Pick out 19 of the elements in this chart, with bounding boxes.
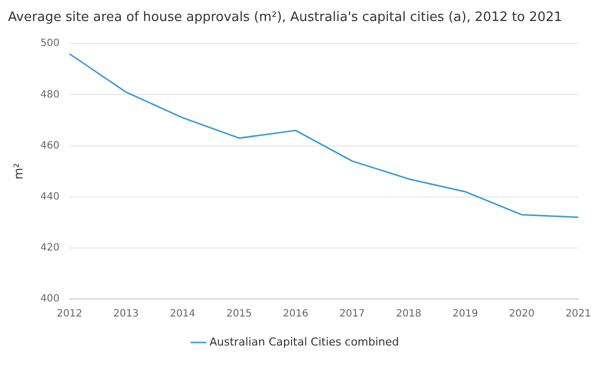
x-tick-label: 2016 — [282, 308, 308, 320]
x-tick-label: 2020 — [509, 308, 534, 320]
legend-label: Australian Capital Cities combined — [209, 335, 400, 348]
y-axis-title: m² — [11, 162, 26, 180]
x-tick-label: 2018 — [396, 308, 422, 320]
y-tick-label: 400 — [40, 294, 60, 305]
y-tick-label: 500 — [40, 38, 60, 50]
x-tick-label: 2019 — [452, 308, 478, 320]
chart-title: Average site area of house approvals (m²), Australia's capital cities (a), 2012 to 2021 — [8, 10, 562, 26]
y-tick-label: 420 — [40, 242, 60, 254]
x-tick-label: 2013 — [113, 308, 139, 320]
x-tick-label: 2014 — [170, 308, 196, 320]
y-tick-label: 440 — [40, 191, 60, 202]
x-tick-label: 2015 — [226, 308, 252, 320]
y-tick-label: 460 — [40, 140, 60, 152]
y-tick-label: 480 — [40, 89, 60, 100]
x-tick-label: 2017 — [339, 308, 365, 320]
x-tick-label: 2021 — [566, 308, 591, 320]
x-tick-label: 2012 — [56, 308, 82, 320]
